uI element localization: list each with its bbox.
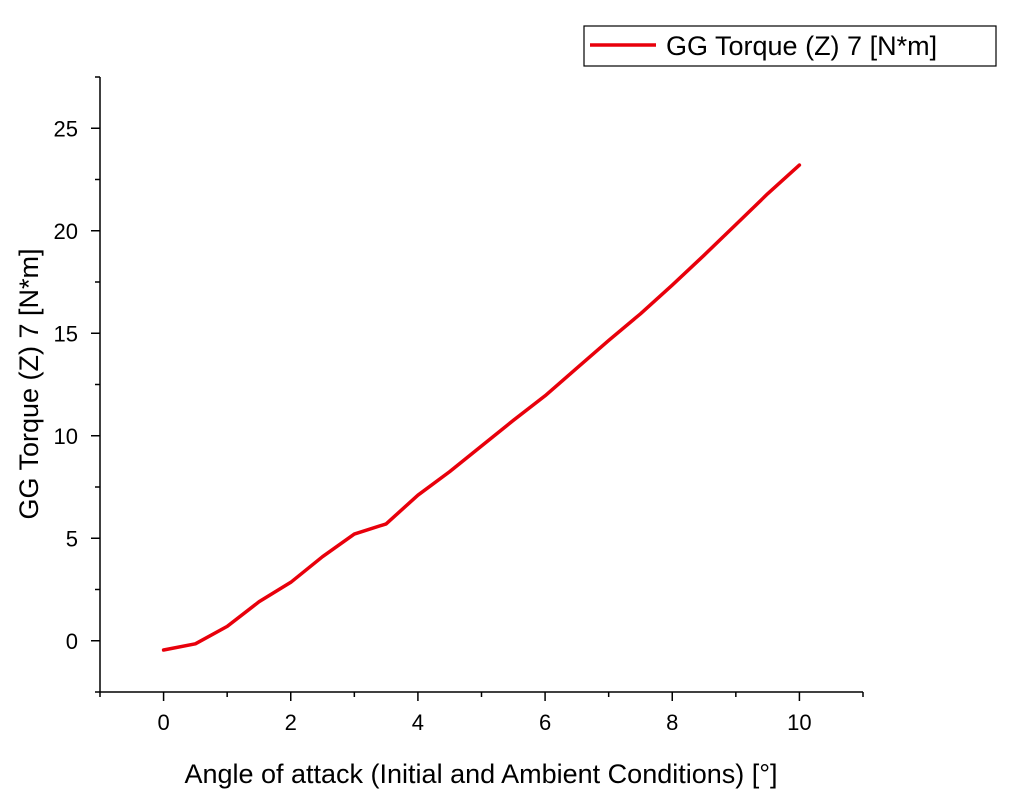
y-axis-ticks: 0 5 10 15 20 25 <box>54 76 100 693</box>
x-axis-title: Angle of attack (Initial and Ambient Con… <box>184 759 777 789</box>
x-tick-label: 6 <box>539 710 551 735</box>
y-tick-label: 5 <box>66 526 78 551</box>
x-tick-label: 4 <box>412 710 424 735</box>
x-tick-label: 2 <box>285 710 297 735</box>
legend: GG Torque (Z) 7 [N*m] <box>583 25 997 67</box>
x-tick-label: 0 <box>157 710 169 735</box>
series-line <box>161 163 802 652</box>
y-tick-label: 20 <box>54 219 78 244</box>
y-tick-label: 25 <box>54 116 78 141</box>
y-axis-title: GG Torque (Z) 7 [N*m] <box>14 248 44 519</box>
y-tick-label: 0 <box>66 629 78 654</box>
y-tick-label: 15 <box>54 321 78 346</box>
legend-label: GG Torque (Z) 7 [N*m] <box>666 31 937 61</box>
y-tick-label: 10 <box>54 424 78 449</box>
x-tick-label: 10 <box>787 710 811 735</box>
x-axis-ticks: 0 2 4 6 8 10 <box>99 692 864 735</box>
x-tick-label: 8 <box>666 710 678 735</box>
